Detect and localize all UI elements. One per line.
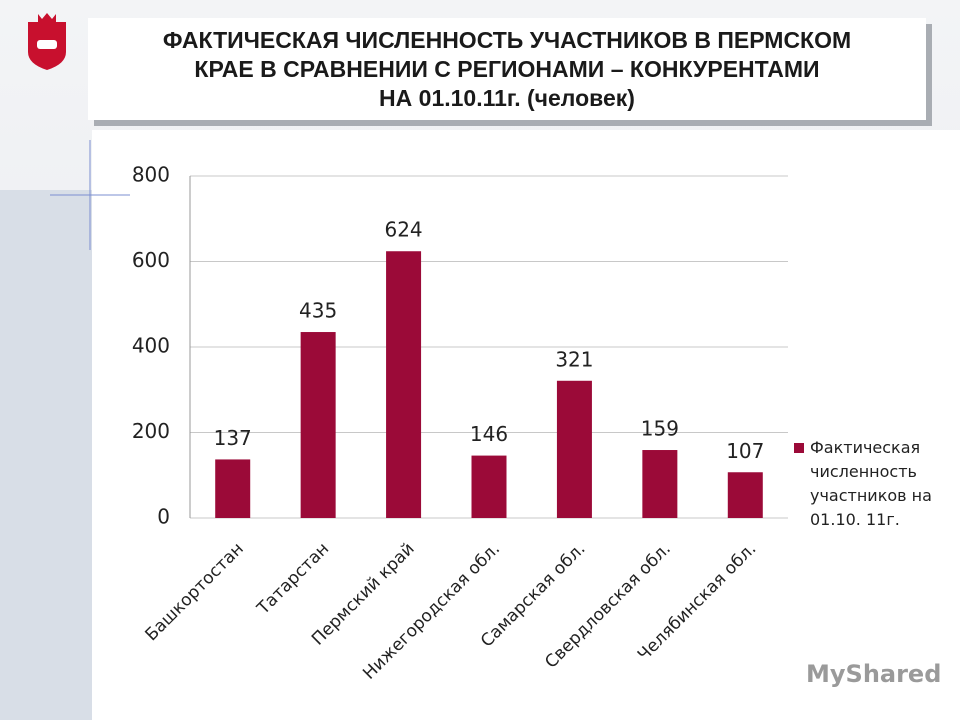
y-tick-label: 800	[132, 163, 170, 187]
title-line: ФАКТИЧЕСКАЯ ЧИСЛЕННОСТЬ УЧАСТНИКОВ В ПЕР…	[162, 26, 852, 53]
bar	[727, 472, 763, 518]
y-tick-label: 200	[132, 419, 170, 443]
bar	[300, 332, 336, 518]
value-label: 146	[470, 422, 508, 446]
title-line: НА 01.10.11г. (человек)	[379, 84, 635, 111]
watermark: MyShared	[806, 660, 942, 688]
y-tick-label: 0	[157, 505, 170, 529]
legend-label: Фактическая численность участников на 01…	[810, 438, 932, 529]
content-panel	[92, 130, 960, 720]
title-box: ФАКТИЧЕСКАЯ ЧИСЛЕННОСТЬ УЧАСТНИКОВ В ПЕР…	[88, 18, 926, 120]
y-tick-label: 600	[132, 248, 170, 272]
bar	[642, 450, 678, 518]
legend: Фактическая численность участников на 01…	[794, 436, 954, 532]
value-label: 107	[726, 439, 764, 463]
side-strip	[0, 190, 92, 720]
value-label: 137	[214, 426, 252, 450]
y-tick-label: 400	[132, 334, 170, 358]
value-label: 435	[299, 299, 337, 323]
title-line: КРАЕ В СРАВНЕНИИ С РЕГИОНАМИ – КОНКУРЕНТ…	[194, 55, 820, 82]
value-label: 321	[555, 347, 593, 371]
x-tick-label: Нижегородская обл.	[359, 539, 504, 684]
bar	[556, 380, 592, 518]
emblem	[28, 13, 66, 70]
bar	[386, 251, 422, 519]
value-label: 624	[384, 218, 422, 242]
bar	[215, 459, 251, 518]
value-label: 159	[641, 417, 679, 441]
x-tick-label: Татарстан	[253, 539, 333, 619]
legend-swatch	[794, 443, 804, 453]
bar	[471, 455, 507, 518]
x-tick-label: Башкортостан	[142, 539, 248, 645]
